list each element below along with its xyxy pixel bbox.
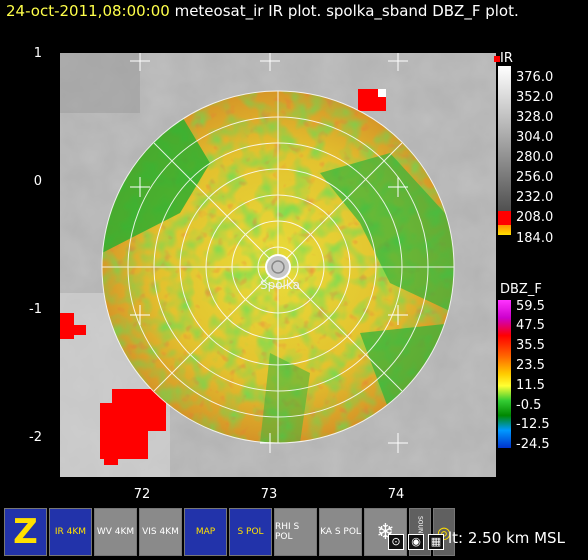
ir-4km-button[interactable]: IR 4KM bbox=[49, 508, 92, 556]
spol-button[interactable]: S POL bbox=[229, 508, 272, 556]
ir-colorbar-title: IR bbox=[500, 51, 513, 66]
ir-colorbar-tick: 184.0 bbox=[516, 231, 554, 246]
dot-circle-icon: ⊙ bbox=[391, 535, 401, 548]
dbz-colorbar-tick: -24.5 bbox=[516, 437, 550, 452]
plot-timestamp: 24-oct-2011,08:00:00 bbox=[6, 2, 170, 20]
dbz-colorbar-tick: 11.5 bbox=[516, 378, 545, 393]
altitude-label: lt: 2.50 km MSL bbox=[448, 529, 565, 547]
graticule-crosses bbox=[130, 53, 408, 453]
dbz-colorbar-tick: -0.5 bbox=[516, 398, 542, 413]
ir-patch bbox=[60, 53, 140, 113]
sounding-button-label: SOUNDING bbox=[416, 515, 424, 549]
y-tick-label: 0 bbox=[33, 174, 42, 189]
dbz-colorbar-tick: 59.5 bbox=[516, 299, 545, 314]
vis-4km-button-label: VIS 4KM bbox=[142, 527, 179, 537]
ir-colorbar-tick: 376.0 bbox=[516, 70, 554, 85]
y-tick-label: 1 bbox=[33, 46, 42, 61]
station-marker-icon bbox=[265, 254, 291, 280]
ir-colorbar-tick: 232.0 bbox=[516, 190, 554, 205]
y-tick-label: -2 bbox=[29, 430, 42, 445]
toolbar: Z IR 4KM WV 4KM VIS 4KM MAP S POL RHI S … bbox=[4, 508, 455, 558]
y-tick-label: -1 bbox=[29, 302, 42, 317]
ir-colorbar-marker bbox=[494, 56, 500, 62]
ir-colorbar-coldest bbox=[498, 225, 511, 235]
rhi-spol-button[interactable]: RHI S POL bbox=[274, 508, 317, 556]
ka-spol-button-label: KA S POL bbox=[320, 527, 361, 537]
ir-colorbar-tick: 352.0 bbox=[516, 90, 554, 105]
wv-4km-button-label: WV 4KM bbox=[96, 527, 135, 537]
wv-4km-button[interactable]: WV 4KM bbox=[94, 508, 137, 556]
ir-colorbar-tick: 328.0 bbox=[516, 110, 554, 125]
rhi-spol-button-label: RHI S POL bbox=[275, 522, 300, 542]
grid-icon: ▦ bbox=[430, 535, 442, 548]
plot-title-text: meteosat_ir IR plot. spolka_sband DBZ_F … bbox=[169, 2, 519, 20]
ir-cold-cloud-tops bbox=[60, 89, 386, 465]
ir-colorbar-tick: 208.0 bbox=[516, 210, 554, 225]
plot-title: 24-oct-2011,08:00:00 meteosat_ir IR plot… bbox=[6, 2, 586, 20]
spol-button-label: S POL bbox=[237, 527, 264, 537]
ir-colorbar-tick: 280.0 bbox=[516, 150, 554, 165]
dbz-colorbar-tick: -12.5 bbox=[516, 417, 550, 432]
radar-satellite-plot[interactable]: Spolka bbox=[60, 53, 496, 477]
dbz-colorbar bbox=[498, 300, 511, 448]
range-ring-toggle-button[interactable]: ◉ bbox=[408, 534, 424, 550]
ir-colorbar-cold bbox=[498, 211, 511, 225]
x-tick-label: 73 bbox=[260, 487, 278, 502]
map-button-label: MAP bbox=[195, 527, 216, 537]
ka-spol-button[interactable]: KA S POL bbox=[319, 508, 362, 556]
ir-colorbar-tick: 256.0 bbox=[516, 170, 554, 185]
x-tick-label: 74 bbox=[387, 487, 405, 502]
station-label: Spolka bbox=[260, 278, 300, 292]
dbz-colorbar-tick: 47.5 bbox=[516, 318, 545, 333]
dbz-colorbar-tick: 23.5 bbox=[516, 358, 545, 373]
grid-toggle-button[interactable]: ▦ bbox=[428, 534, 444, 550]
ir-colorbar-tick: 304.0 bbox=[516, 130, 554, 145]
zoom-button[interactable]: Z bbox=[4, 508, 47, 556]
vis-4km-button[interactable]: VIS 4KM bbox=[139, 508, 182, 556]
center-dot-button[interactable]: ⊙ bbox=[388, 534, 404, 550]
dbz-colorbar-tick: 35.5 bbox=[516, 338, 545, 353]
zoom-button-label: Z bbox=[13, 512, 38, 552]
map-button[interactable]: MAP bbox=[184, 508, 227, 556]
ir-colorbar bbox=[498, 66, 511, 211]
ir-4km-button-label: IR 4KM bbox=[54, 527, 87, 537]
target-icon: ◉ bbox=[411, 535, 421, 548]
x-tick-label: 72 bbox=[133, 487, 151, 502]
dbz-colorbar-title: DBZ_F bbox=[500, 282, 542, 297]
